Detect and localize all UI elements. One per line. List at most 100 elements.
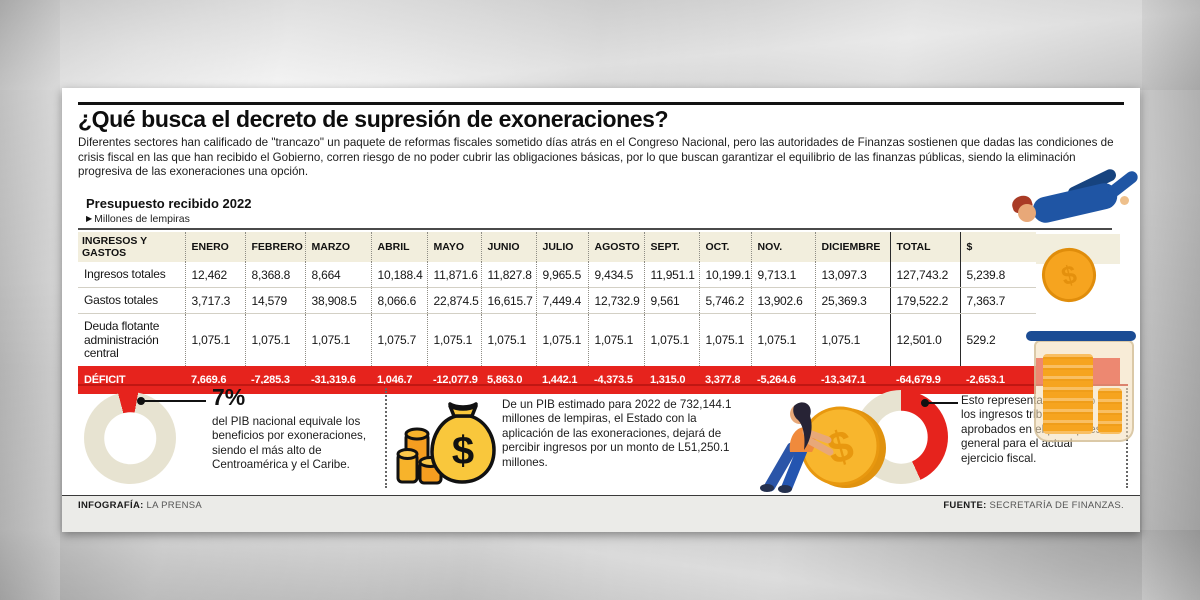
table-cell-total: 127,743.2	[889, 262, 960, 289]
table-cell: 5,746.2	[698, 287, 751, 315]
units-note-label: Millones de lempiras	[94, 213, 190, 225]
column-header: ABRIL	[370, 232, 427, 263]
table-cell: 11,951.1	[643, 262, 699, 289]
column-header: INGRESOS Y GASTOS	[78, 232, 185, 263]
jar-lid	[1026, 331, 1136, 341]
column-header: DICIEMBRE	[814, 232, 890, 263]
table-cell: 12,732.9	[587, 287, 644, 315]
row-label: DÉFICIT	[78, 366, 185, 395]
source-credit: FUENTE: SECRETARÍA DE FINANZAS.	[943, 500, 1124, 511]
table-cell: 9,561	[643, 287, 699, 315]
table-cell: 1,075.1	[535, 313, 588, 367]
column-header: MARZO	[304, 232, 371, 263]
table-cell: 12,462	[184, 262, 245, 289]
table-cell: -12,077.9	[427, 366, 481, 395]
table-cell: 1,315.0	[644, 366, 699, 395]
pib-estimate-text: De un PIB estimado para 2022 de 732,144.…	[502, 398, 732, 469]
units-note: ▶ Millones de lempiras	[86, 213, 190, 225]
table-cell: 22,874.5	[426, 287, 481, 315]
pib-percentage-label: 7%	[212, 384, 246, 410]
svg-text:$: $	[452, 429, 474, 473]
bag-body	[430, 414, 496, 484]
table-cell: 3,717.3	[184, 287, 245, 315]
column-header: OCT.	[698, 232, 751, 263]
table-cell: -13,347.1	[815, 366, 890, 395]
table-cell: 10,188.4	[370, 262, 427, 289]
table-cell: 8,368.8	[244, 262, 305, 289]
deficit-row: DÉFICIT 7,669.6 -7,285.3 -31,319.6 1,046…	[78, 366, 1036, 395]
table-cell-dollar: 5,239.8	[959, 262, 1036, 289]
column-header: JUNIO	[480, 232, 536, 263]
table-header-row: INGRESOS Y GASTOS ENERO FEBRERO MARZO AB…	[78, 232, 1036, 263]
table-cell: 13,097.3	[814, 262, 890, 289]
money-bag-icon: $	[396, 402, 496, 485]
column-header: ENERO	[184, 232, 245, 263]
table-cell: 1,046.7	[371, 366, 427, 395]
table-cell: -7,285.3	[245, 366, 305, 395]
table-cell: -31,319.6	[305, 366, 371, 395]
table-cell: 1,442.1	[536, 366, 588, 395]
row-label: Deuda flotante administración central	[84, 319, 160, 360]
table-cell: 11,827.8	[480, 262, 536, 289]
table-cell: 7,449.4	[535, 287, 588, 315]
coin-stack-icon	[1098, 388, 1122, 434]
table-cell-total: 179,522.2	[889, 287, 960, 315]
column-header: FEBRERO	[244, 232, 305, 263]
paper-crease-left	[0, 0, 60, 600]
table-cell: 1,075.1	[244, 313, 305, 367]
table-cell: 1,075.1	[184, 313, 245, 367]
coin-stack-icon	[396, 427, 443, 485]
budget-table: INGRESOS Y GASTOS ENERO FEBRERO MARZO AB…	[78, 232, 1036, 395]
table-row: Deuda flotante administración central 1,…	[78, 313, 1036, 367]
table-cell-dollar: 7,363.7	[959, 287, 1036, 315]
table-cell: 1,075.1	[426, 313, 481, 367]
table-cell-dollar: -2,653.1	[960, 366, 1036, 395]
callout-dot	[137, 397, 145, 405]
woman-figure	[760, 402, 834, 493]
bag-ribbon	[448, 402, 478, 409]
top-rule	[78, 102, 1124, 105]
table-cell: 10,199.1	[698, 262, 751, 289]
table-cell: 13,902.6	[750, 287, 815, 315]
bullet-arrow-icon: ▶	[86, 214, 93, 223]
table-row: Ingresos totales 12,462 8,368.8 8,664 10…	[78, 262, 1036, 289]
table-cell: 9,965.5	[535, 262, 588, 289]
column-header: JULIO	[535, 232, 588, 263]
infographic-credit: INFOGRAFÍA: LA PRENSA	[78, 500, 202, 511]
column-header: SEPT.	[643, 232, 699, 263]
diver-person-illustration	[1002, 167, 1152, 258]
woman-pushing-coin-illustration: $	[760, 402, 886, 493]
table-cell: 8,664	[304, 262, 371, 289]
coin-stack-icon	[1043, 354, 1093, 434]
donut-chart-pib	[84, 392, 176, 484]
table-cell: 1,075.1	[304, 313, 371, 367]
column-header-dollar: $	[959, 232, 1036, 263]
table-cell: 1,075.1	[698, 313, 751, 367]
table-cell: 5,863.0	[481, 366, 536, 395]
table-row: Gastos totales 3,717.3 14,579 38,908.5 8…	[78, 287, 1036, 315]
source-value: SECRETARÍA DE FINANZAS.	[989, 500, 1124, 511]
row-label: Gastos totales	[78, 287, 185, 315]
table-cell: -4,373.5	[588, 366, 644, 395]
coin-jar	[1034, 340, 1134, 442]
paper-crease-bottom	[0, 530, 1200, 600]
dotted-divider	[385, 388, 387, 488]
table-cell-total: 12,501.0	[889, 313, 960, 367]
deficit-underline	[78, 384, 1128, 386]
diver-head	[1018, 204, 1036, 222]
callout-dot	[921, 399, 929, 407]
table-cell: 1,075.1	[814, 313, 890, 367]
table-cell: 11,871.6	[426, 262, 481, 289]
footer-bar: INFOGRAFÍA: LA PRENSA FUENTE: SECRETARÍA…	[62, 495, 1140, 532]
table-cell: 1,075.1	[643, 313, 699, 367]
table-cell-dollar: 529.2	[959, 313, 1036, 367]
column-header: MAYO	[426, 232, 481, 263]
credit-label: INFOGRAFÍA:	[78, 500, 144, 511]
callout-line	[137, 397, 206, 405]
table-cell: 1,075.1	[480, 313, 536, 367]
table-title: Presupuesto recibido 2022	[86, 196, 252, 211]
table-cell: -5,264.6	[751, 366, 815, 395]
table-cell: 38,908.5	[304, 287, 371, 315]
table-cell: 8,066.6	[370, 287, 427, 315]
column-header: AGOSTO	[587, 232, 644, 263]
